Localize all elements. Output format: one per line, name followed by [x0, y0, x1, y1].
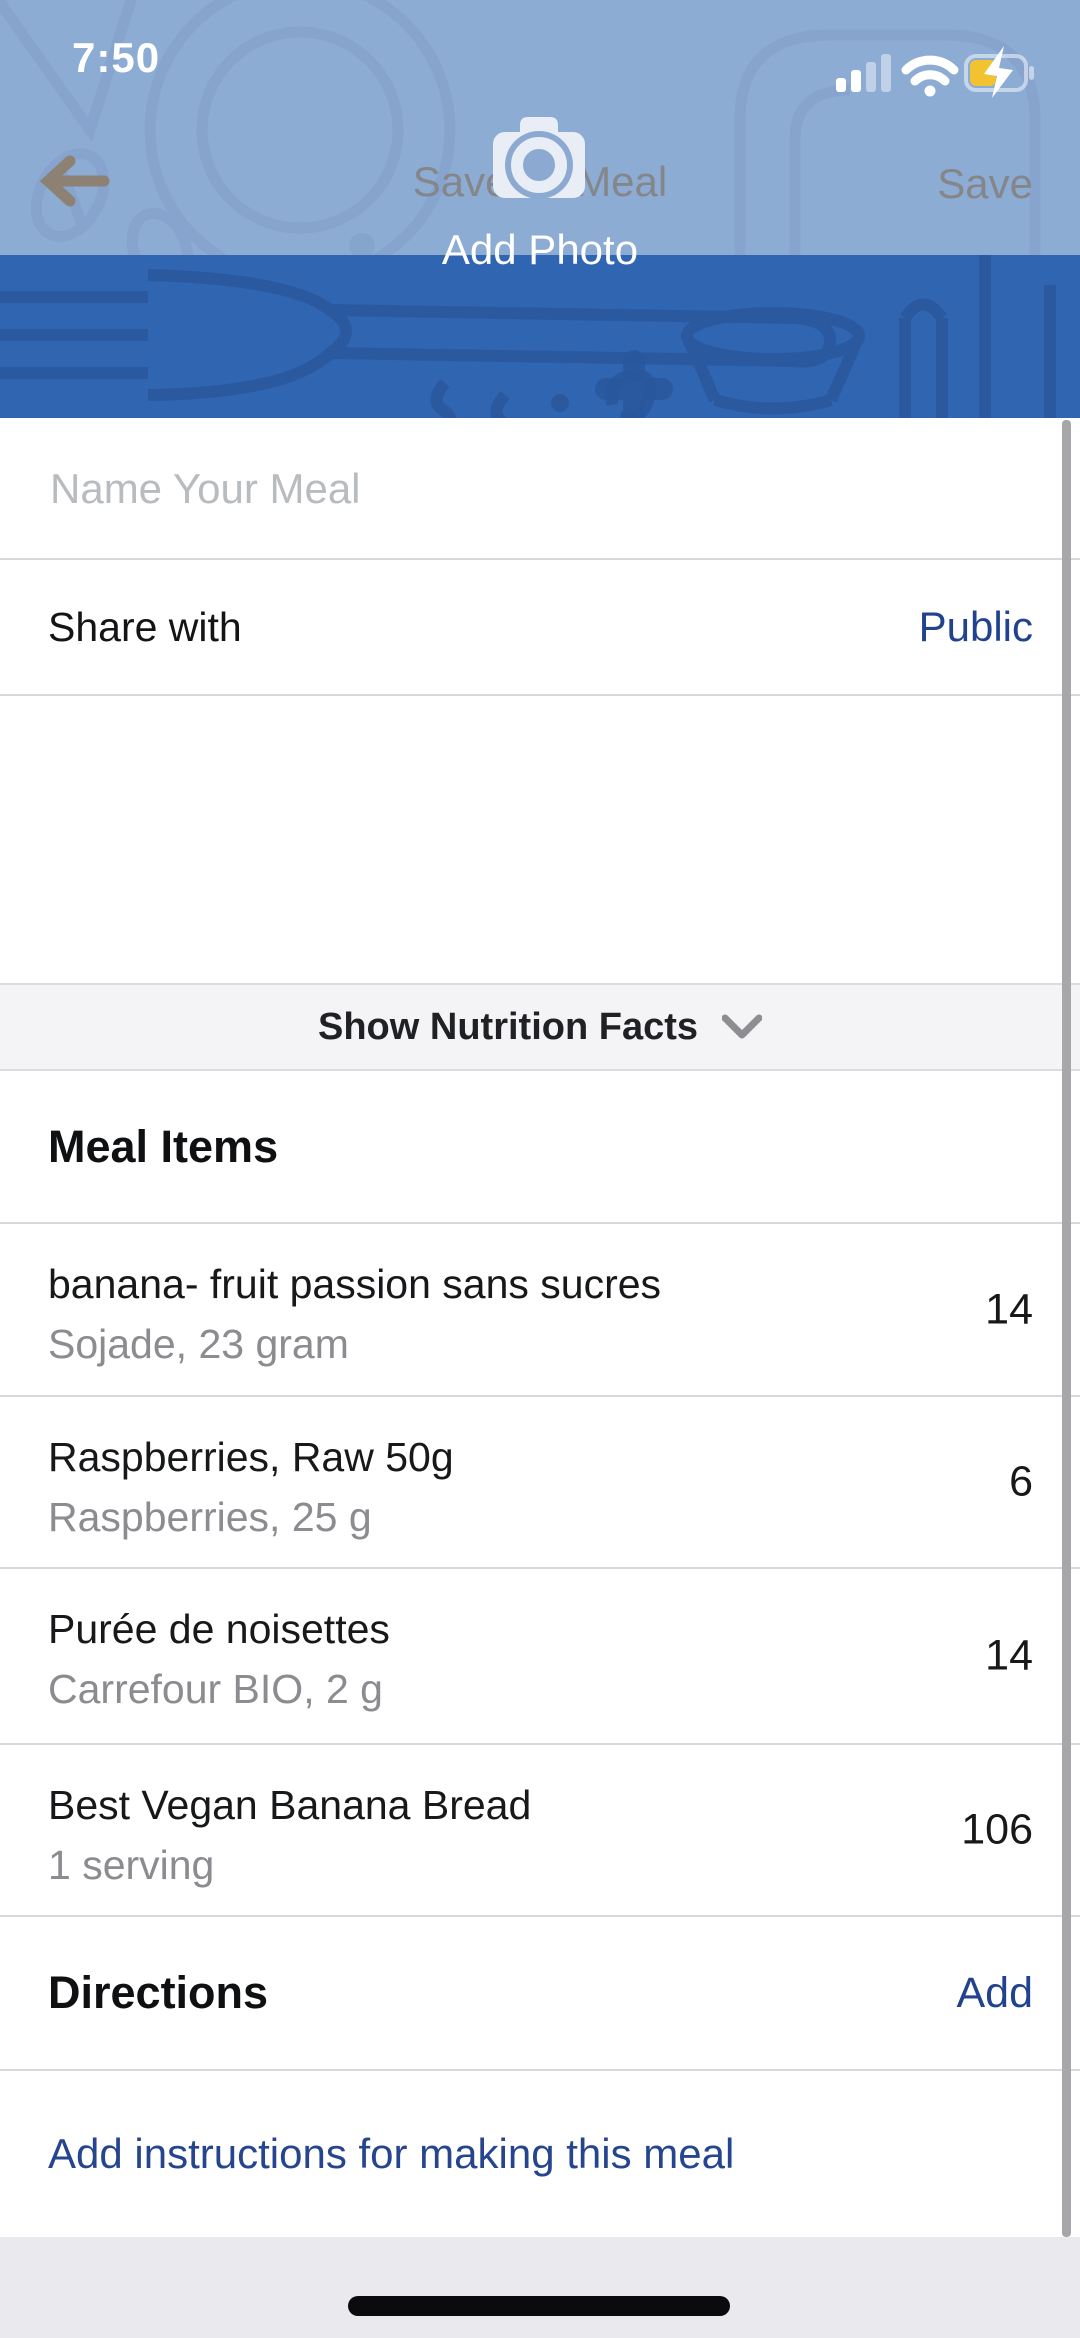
instructions-row: Add instructions for making this meal: [0, 2071, 1080, 2237]
status-icons: [836, 46, 1034, 98]
item-calories: 6: [1009, 1457, 1033, 1506]
meal-item-row[interactable]: Raspberries, Raw 50g Raspberries, 25 g 6: [0, 1397, 1080, 1569]
share-with-label: Share with: [48, 603, 242, 650]
nutrition-summary: 140 cal 57% 20.1 g Carbs 33% 5.1 g Fat 1…: [0, 696, 1080, 1629]
add-instructions-link[interactable]: Add instructions for making this meal: [48, 2130, 735, 2177]
add-photo-button[interactable]: Add Photo: [441, 226, 639, 273]
directions-add-button[interactable]: Add: [956, 1968, 1033, 2017]
meal-item-row[interactable]: banana- fruit passion sans sucres Sojade…: [0, 1224, 1080, 1397]
food-doodle-band: [0, 255, 1056, 418]
item-calories: 14: [985, 1631, 1033, 1680]
item-calories: 14: [985, 1285, 1033, 1333]
meal-items-title: Meal Items: [48, 1120, 279, 1172]
show-nutrition-facts-button[interactable]: Show Nutrition Facts: [0, 983, 1080, 1071]
directions-header: Directions Add: [0, 1917, 1080, 2071]
share-with-value[interactable]: Public: [918, 603, 1033, 650]
meal-item-row[interactable]: Purée de noisettes Carrefour BIO, 2 g 14: [0, 1569, 1080, 1745]
share-row[interactable]: Share with Public: [0, 560, 1080, 696]
battery-charging-icon: [964, 46, 1034, 98]
meal-item-row[interactable]: Best Vegan Banana Bread 1 serving 106: [0, 1745, 1080, 1917]
scrollbar[interactable]: [1062, 420, 1071, 2237]
item-detail: Raspberries, 25 g: [48, 1494, 372, 1540]
bottom-safe-area: [0, 2237, 1080, 2338]
directions-title: Directions: [48, 1967, 269, 2018]
meal-items-header: Meal Items: [0, 1071, 1080, 1224]
item-detail: 1 serving: [48, 1842, 215, 1888]
item-name: Raspberries, Raw 50g: [48, 1434, 454, 1480]
camera-icon[interactable]: [492, 114, 586, 202]
chevron-down-icon: [722, 1014, 762, 1039]
meal-name-input[interactable]: [48, 418, 992, 560]
wifi-icon: [901, 55, 959, 97]
cellular-signal-icon: [836, 54, 891, 92]
item-detail: Sojade, 23 gram: [48, 1321, 349, 1367]
item-name: banana- fruit passion sans sucres: [48, 1261, 662, 1307]
item-name: Purée de noisettes: [48, 1606, 390, 1652]
photo-header-band: [0, 255, 1080, 418]
show-nutrition-facts-label: Show Nutrition Facts: [318, 1005, 698, 1048]
item-detail: Carrefour BIO, 2 g: [48, 1666, 383, 1712]
name-row: [0, 418, 1080, 560]
back-arrow-icon[interactable]: [40, 152, 110, 210]
home-indicator[interactable]: [348, 2296, 730, 2316]
header-dimmed-area: 7:50: [0, 0, 1080, 255]
item-name: Best Vegan Banana Bread: [48, 1782, 532, 1828]
status-time: 7:50: [72, 34, 161, 81]
item-calories: 106: [961, 1805, 1033, 1854]
save-button[interactable]: Save: [937, 160, 1033, 207]
